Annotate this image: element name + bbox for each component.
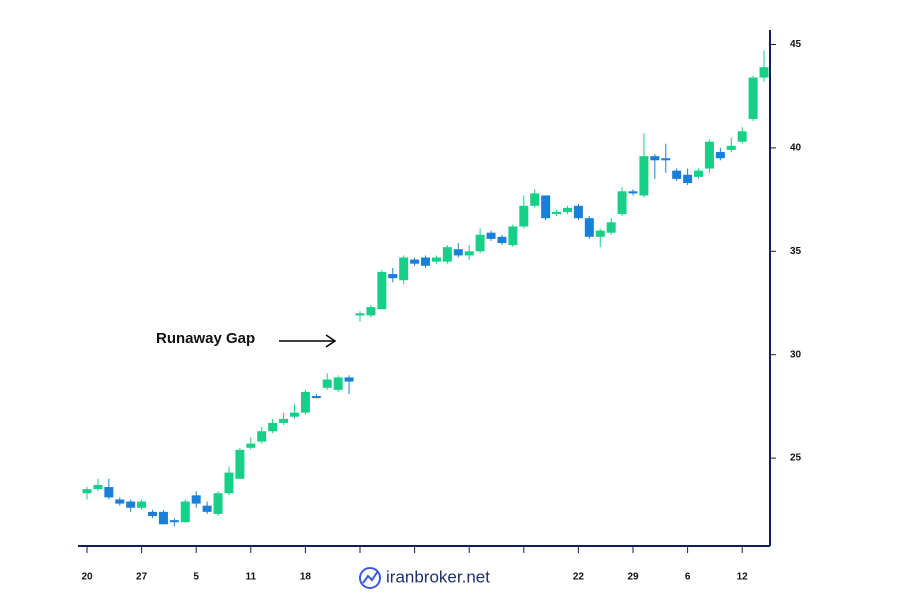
- candle-body: [748, 77, 758, 119]
- candle-body: [683, 174, 693, 184]
- candle-body: [213, 493, 223, 514]
- y-tick-label: 25: [790, 453, 802, 464]
- candle-body: [628, 191, 638, 194]
- y-tick-label: 45: [790, 39, 802, 50]
- y-tick-label: 40: [790, 143, 802, 154]
- candle-body: [158, 511, 168, 525]
- watermark: iranbroker.net: [386, 567, 490, 586]
- candle-body: [235, 449, 245, 479]
- candle-body: [191, 495, 201, 504]
- candle-body: [388, 274, 398, 279]
- x-tick-label: 5: [193, 572, 199, 583]
- candle-body: [104, 487, 114, 498]
- candle-body: [486, 232, 496, 239]
- candle-body: [519, 205, 529, 227]
- candle-body: [300, 391, 310, 413]
- candle-body: [82, 489, 92, 494]
- candle-body: [606, 222, 616, 233]
- x-tick-label: 12: [737, 572, 749, 583]
- candle-body: [552, 211, 562, 215]
- candle-body: [442, 247, 452, 262]
- candle-body: [650, 156, 660, 161]
- candle-body: [530, 193, 540, 206]
- candle-body: [344, 377, 354, 382]
- candle-body: [202, 505, 212, 512]
- candle-body: [279, 418, 289, 423]
- candle-body: [421, 257, 431, 266]
- candle-body: [475, 234, 485, 252]
- candle-body: [148, 511, 158, 517]
- candle-body: [289, 412, 299, 417]
- candle-body: [246, 443, 256, 448]
- candle-body: [639, 156, 649, 196]
- candle-body: [541, 195, 551, 219]
- candle-body: [180, 501, 190, 523]
- x-tick-label: 18: [300, 572, 312, 583]
- candle-body: [726, 145, 736, 150]
- candle-body: [333, 377, 343, 390]
- candle-body: [737, 131, 747, 142]
- candle-body: [322, 379, 332, 388]
- candle-body: [661, 158, 671, 161]
- candle-body: [508, 226, 518, 246]
- candle-body: [224, 472, 234, 494]
- candle-body: [497, 236, 507, 244]
- candle-body: [584, 218, 594, 237]
- candle-body: [93, 484, 103, 490]
- y-tick-label: 35: [790, 246, 802, 257]
- candle-body: [464, 251, 474, 256]
- x-tick-label: 29: [627, 572, 639, 583]
- candle-body: [573, 205, 583, 219]
- candle-body: [377, 271, 387, 310]
- candle-body: [137, 501, 147, 508]
- watermark-logo: [359, 567, 381, 589]
- x-tick-label: 27: [136, 572, 148, 583]
- y-tick-label: 30: [790, 349, 802, 360]
- candle-body: [759, 67, 769, 78]
- x-tick-label: 6: [685, 572, 691, 583]
- candle-body: [115, 499, 125, 504]
- x-tick-label: 11: [246, 572, 257, 583]
- candle-body: [311, 396, 321, 399]
- candle-body: [257, 431, 267, 442]
- candle-body: [453, 249, 463, 256]
- candle-body: [366, 307, 376, 316]
- annotation: Runaway Gap: [156, 330, 255, 347]
- annotation-arrowhead: [325, 334, 337, 348]
- candle-body: [410, 259, 420, 264]
- candle-body: [617, 191, 627, 215]
- candle-body: [694, 170, 704, 177]
- candle-body: [268, 422, 278, 432]
- candle-body: [704, 141, 714, 169]
- x-tick-label: 22: [573, 572, 585, 583]
- candle-body: [595, 230, 605, 237]
- x-tick-label: 20: [81, 572, 93, 583]
- candle-body: [399, 257, 409, 281]
- candle-body: [431, 257, 441, 262]
- candle-body: [715, 152, 725, 159]
- candle-body: [562, 207, 572, 212]
- candle-body: [126, 501, 136, 508]
- candle-body: [672, 170, 682, 179]
- candle-body: [355, 313, 365, 316]
- candle-body: [169, 520, 179, 523]
